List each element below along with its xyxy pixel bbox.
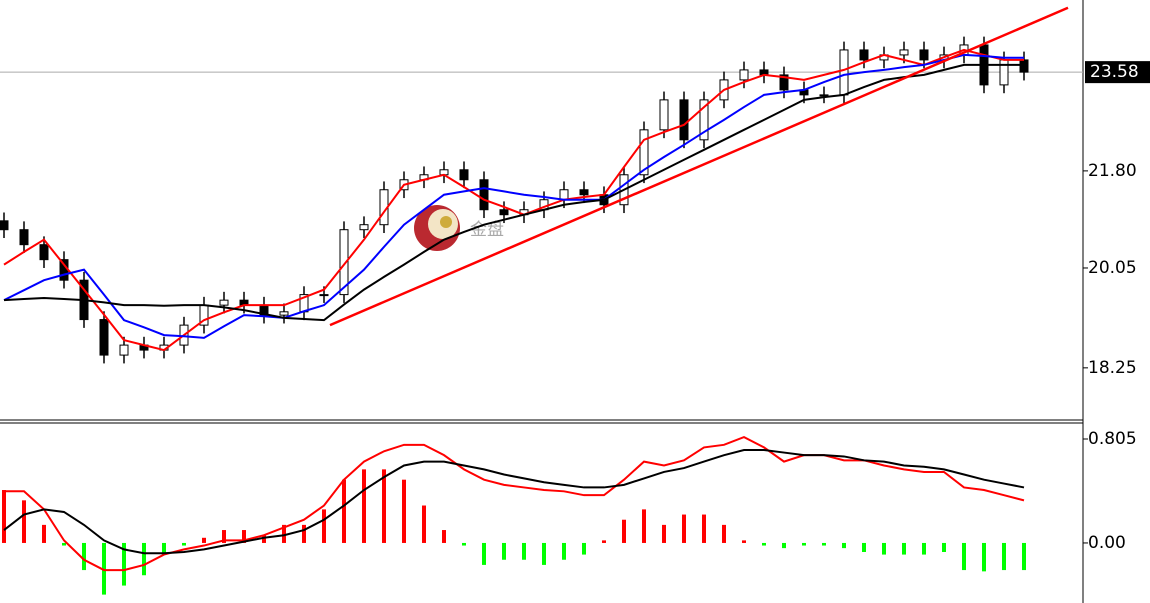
macd-bar xyxy=(102,542,106,595)
macd-bar xyxy=(522,542,526,560)
macd-bar xyxy=(462,542,466,546)
macd-bar xyxy=(662,524,666,543)
ma-line xyxy=(3,63,1024,322)
macd-bar xyxy=(342,479,346,543)
candle-body xyxy=(859,49,869,61)
macd-bar xyxy=(302,524,306,543)
y-tick-label: 20.05 xyxy=(1088,258,1137,278)
candle-body xyxy=(479,179,489,211)
ma-line xyxy=(3,48,1024,352)
trend-line xyxy=(329,6,1069,327)
macd-bar xyxy=(842,542,846,549)
y-tick-label: 0.00 xyxy=(1088,533,1126,553)
macd-bar xyxy=(1002,542,1006,571)
candle-body xyxy=(559,189,569,201)
candle-body xyxy=(219,299,229,306)
macd-bar xyxy=(82,542,86,571)
macd-bar xyxy=(262,535,266,543)
watermark-logo xyxy=(440,216,452,228)
macd-bar xyxy=(942,542,946,552)
macd-bar xyxy=(722,524,726,543)
macd-bar xyxy=(702,514,706,543)
candle-body xyxy=(639,129,649,176)
watermark: 金盘 xyxy=(414,205,504,251)
macd-bar xyxy=(1022,542,1026,571)
macd-bar xyxy=(62,542,66,546)
macd-bar xyxy=(202,537,206,543)
macd-bar xyxy=(582,542,586,555)
macd-bar xyxy=(862,542,866,552)
watermark-text: 金盘 xyxy=(470,220,504,240)
macd-bar xyxy=(2,490,6,543)
macd-bar xyxy=(122,542,126,586)
macd-bar xyxy=(642,509,646,543)
macd-bar xyxy=(182,542,186,546)
macd-bar xyxy=(682,514,686,543)
candle-body xyxy=(1019,59,1029,73)
candle-body xyxy=(99,319,109,356)
macd-bar xyxy=(542,542,546,565)
macd-bar xyxy=(762,542,766,546)
macd-bar xyxy=(802,542,806,546)
macd-bar xyxy=(282,524,286,543)
macd-bar xyxy=(482,542,486,565)
candle-body xyxy=(679,99,689,141)
macd-bar xyxy=(962,542,966,571)
macd-bar xyxy=(222,530,226,543)
macd-bar xyxy=(382,469,386,543)
macd-bar xyxy=(622,519,626,543)
macd-bar xyxy=(882,542,886,555)
macd-bar xyxy=(982,542,986,572)
candle-body xyxy=(19,229,29,246)
macd-bar xyxy=(562,542,566,560)
candle-body xyxy=(279,311,289,316)
candle-body xyxy=(899,49,909,56)
candle-body xyxy=(499,209,509,216)
candle-body xyxy=(739,69,749,81)
y-tick-label: 0.805 xyxy=(1088,429,1137,449)
candle-body xyxy=(119,344,129,356)
macd-bar xyxy=(902,542,906,555)
macd-bar xyxy=(422,505,426,543)
last-price-box xyxy=(1085,61,1150,84)
macd-bar xyxy=(602,540,606,543)
macd-bar xyxy=(922,542,926,555)
macd-bar xyxy=(322,509,326,543)
macd-bar xyxy=(162,542,166,555)
ma-line xyxy=(3,53,1024,339)
candle-body xyxy=(819,94,829,97)
macd-bar xyxy=(442,530,446,543)
candle-body xyxy=(999,59,1009,86)
macd-bar xyxy=(22,500,26,543)
ma-line xyxy=(3,448,1025,555)
candle-body xyxy=(0,220,9,231)
macd-bar xyxy=(42,524,46,543)
candle-body xyxy=(699,99,709,141)
y-tick-label: 18.25 xyxy=(1088,358,1137,378)
macd-bar xyxy=(502,542,506,560)
candle-body xyxy=(839,49,849,96)
last-price-label: 23.58 xyxy=(1090,62,1139,82)
macd-bar xyxy=(782,542,786,549)
y-tick-label: 21.80 xyxy=(1088,161,1137,181)
candle-body xyxy=(459,169,469,181)
macd-bar xyxy=(362,469,366,543)
candle-body xyxy=(579,189,589,196)
macd-bar xyxy=(402,479,406,543)
candle-body xyxy=(359,224,369,231)
macd-bar xyxy=(142,542,146,576)
candle-body xyxy=(339,229,349,296)
candle-body xyxy=(659,99,669,131)
macd-bar xyxy=(822,542,826,546)
candle-body xyxy=(39,244,49,261)
candle-body xyxy=(919,49,929,61)
macd-bar xyxy=(742,540,746,543)
macd-bar xyxy=(242,530,246,543)
candle-body xyxy=(319,294,329,297)
candle-body xyxy=(779,74,789,91)
